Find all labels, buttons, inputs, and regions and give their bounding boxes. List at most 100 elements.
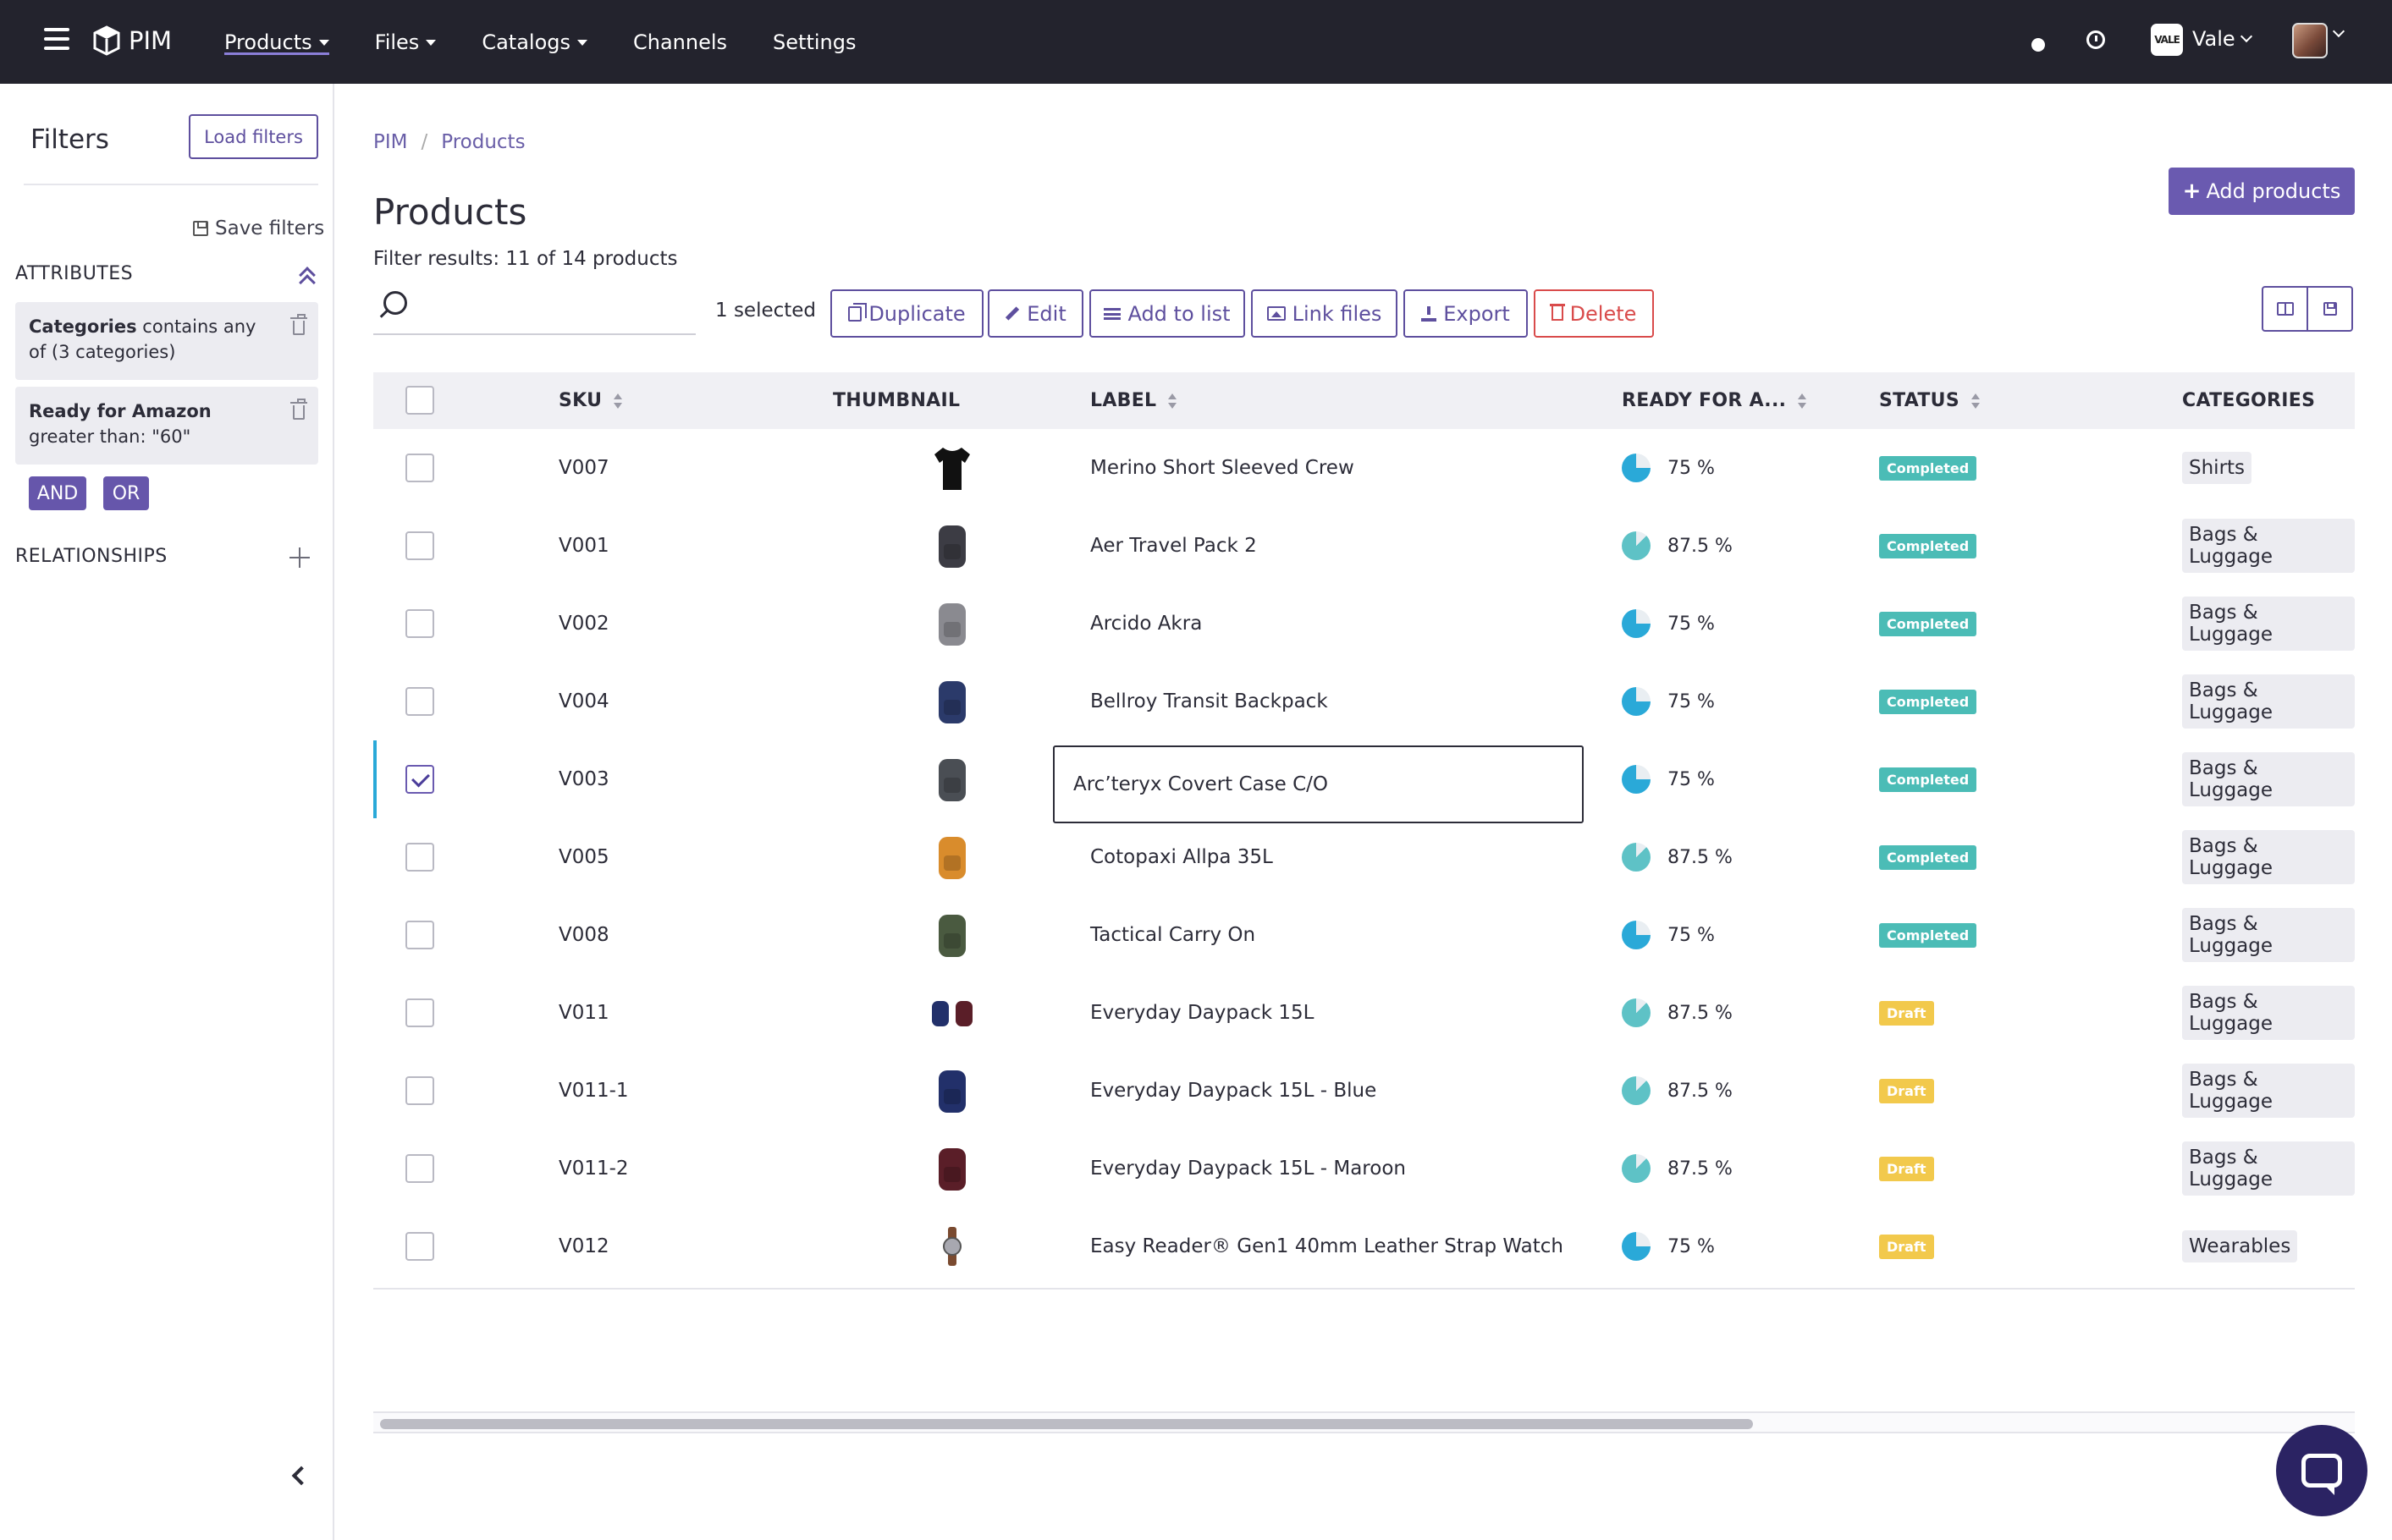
backpack-icon[interactable] [925,519,979,573]
backpack-icon[interactable] [925,830,979,884]
sku-cell[interactable]: V005 [559,846,609,868]
breadcrumb-current[interactable]: Products [441,131,526,153]
and-button[interactable]: AND [29,476,86,510]
category-chip[interactable]: Bags & Luggage [2182,597,2355,651]
label-cell[interactable]: Everyday Daypack 15L [1090,1002,1314,1024]
label-cell[interactable]: Everyday Daypack 15L - Maroon [1090,1158,1406,1180]
nav-item-products[interactable]: Products [224,0,329,84]
row-checkbox[interactable] [405,531,434,560]
table-row[interactable]: V005 Cotopaxi Allpa 35L 87.5 % Completed Bag… [373,818,2355,896]
category-chip[interactable]: Shirts [2182,452,2252,484]
status-dot-icon[interactable] [2031,38,2045,52]
sort-icon[interactable] [1168,393,1177,409]
or-button[interactable]: OR [103,476,149,510]
column-header-label[interactable]: LABEL [1090,372,1177,429]
backpack-icon[interactable] [925,1064,979,1118]
nav-item-catalogs[interactable]: Catalogs [482,0,587,84]
brand[interactable]: PIM [93,22,172,59]
sort-icon[interactable] [614,393,623,409]
category-chip[interactable]: Bags & Luggage [2182,908,2355,962]
backpack-icon[interactable] [925,752,979,806]
label-cell[interactable]: Merino Short Sleeved Crew [1090,457,1354,479]
horizontal-scrollbar[interactable] [373,1411,2355,1433]
save-filters-button[interactable]: Save filters [193,217,324,239]
table-row[interactable]: V011-1 Everyday Daypack 15L - Blue 87.5 % D… [373,1052,2355,1130]
table-row[interactable]: V008 Tactical Carry On 75 % Completed Bags &… [373,896,2355,974]
select-all-checkbox[interactable] [405,386,434,415]
row-checkbox[interactable] [405,1232,434,1261]
nav-item-settings[interactable]: Settings [773,0,856,84]
org-logo[interactable]: VALE [2151,24,2183,56]
link-files-button[interactable]: Link files [1251,289,1397,338]
label-cell[interactable]: Easy Reader® Gen1 40mm Leather Strap Wat… [1090,1235,1563,1257]
user-avatar[interactable] [2292,23,2328,58]
label-cell[interactable]: Cotopaxi Allpa 35L [1090,846,1273,868]
category-chip[interactable]: Bags & Luggage [2182,674,2355,729]
backpack-icon[interactable] [925,1141,979,1196]
label-cell[interactable]: Tactical Carry On [1090,924,1256,946]
label-cell[interactable]: Everyday Daypack 15L - Blue [1090,1080,1377,1102]
row-checkbox[interactable] [405,921,434,949]
row-checkbox[interactable] [405,765,434,794]
trash-icon[interactable] [290,314,307,335]
filter-card-ready-for-amazon[interactable]: Ready for Amazon greater than: "60" [15,387,318,465]
sku-cell[interactable]: V003 [559,768,609,790]
category-chip[interactable]: Bags & Luggage [2182,519,2355,573]
sku-cell[interactable]: V007 [559,457,609,479]
sku-cell[interactable]: V004 [559,690,609,712]
search-input[interactable] [417,289,688,327]
table-row[interactable]: V012 Easy Reader® Gen1 40mm Leather Strap… [373,1207,2355,1285]
table-row[interactable]: V004 Bellroy Transit Backpack 75 % Complete… [373,663,2355,740]
category-chip[interactable]: Wearables [2182,1230,2298,1262]
category-chip[interactable]: Bags & Luggage [2182,1141,2355,1196]
export-button[interactable]: Export [1403,289,1528,338]
columns-button[interactable] [2263,288,2308,330]
chat-launcher-button[interactable] [2276,1425,2367,1516]
table-row[interactable]: V003 75 % Completed Bags & Luggage [373,740,2355,823]
delete-button[interactable]: Delete [1534,289,1654,338]
row-checkbox[interactable] [405,454,434,482]
row-checkbox[interactable] [405,843,434,872]
sort-icon[interactable] [1970,393,1980,409]
scrollbar-thumb[interactable] [380,1419,1753,1429]
backpack-pair-icon[interactable] [925,986,979,1040]
category-chip[interactable]: Bags & Luggage [2182,986,2355,1040]
sku-cell[interactable]: V002 [559,613,609,635]
label-cell[interactable]: Aer Travel Pack 2 [1090,535,1257,557]
sku-cell[interactable]: V011-2 [559,1158,629,1180]
plus-icon[interactable] [289,547,310,568]
category-chip[interactable]: Bags & Luggage [2182,752,2355,806]
table-row[interactable]: V007 Merino Short Sleeved Crew 75 % Complet… [373,429,2355,507]
sku-cell[interactable]: V008 [559,924,609,946]
sku-cell[interactable]: V012 [559,1235,609,1257]
table-row[interactable]: V002 Arcido Akra 75 % Completed Bags & Lugga… [373,585,2355,663]
trash-icon[interactable] [290,399,307,420]
nav-item-files[interactable]: Files [375,0,437,84]
category-chip[interactable]: Bags & Luggage [2182,1064,2355,1118]
backpack-icon[interactable] [925,597,979,651]
save-view-button[interactable] [2308,288,2351,330]
sku-cell[interactable]: V011-1 [559,1080,629,1102]
load-filters-button[interactable]: Load filters [189,114,318,159]
edit-button[interactable]: Edit [988,289,1083,338]
tshirt-icon[interactable] [925,441,979,495]
column-header-status[interactable]: STATUS [1879,372,1980,429]
label-cell[interactable]: Arcido Akra [1090,613,1203,635]
backpack-icon[interactable] [925,674,979,729]
backpack-icon[interactable] [925,908,979,962]
row-checkbox[interactable] [405,687,434,716]
duplicate-button[interactable]: Duplicate [830,289,984,338]
sku-cell[interactable]: V001 [559,535,609,557]
row-checkbox[interactable] [405,609,434,638]
avatar-menu[interactable] [2332,25,2345,38]
table-row[interactable]: V001 Aer Travel Pack 2 87.5 % Completed Bags… [373,507,2355,585]
table-row[interactable]: V011-2 Everyday Daypack 15L - Maroon 87.5 … [373,1130,2355,1207]
add-products-button[interactable]: + Add products [2169,168,2355,215]
sku-cell[interactable]: V011 [559,1002,609,1024]
row-checkbox[interactable] [405,1154,434,1183]
double-chevron-up-icon[interactable] [296,264,318,291]
hamburger-menu-icon[interactable] [44,28,69,52]
org-switcher[interactable]: Vale [2192,27,2252,51]
sort-icon[interactable] [1798,393,1807,409]
label-cell[interactable]: Bellroy Transit Backpack [1090,690,1328,712]
